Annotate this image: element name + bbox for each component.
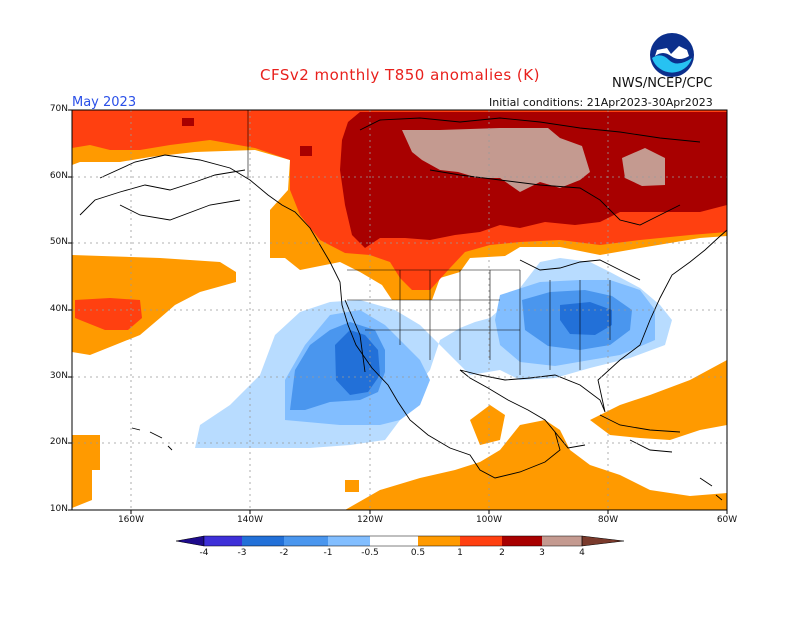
- lon-tick: 60W: [716, 515, 738, 525]
- colorbar-arrow-left: [175, 535, 205, 547]
- colorbar-label: 0.5: [410, 548, 426, 558]
- lat-tick: 40N: [49, 304, 68, 314]
- chart-title: CFSv2 monthly T850 anomalies (K): [260, 66, 540, 84]
- colorbar-label: 1: [457, 548, 463, 558]
- forecast-month: May 2023: [72, 95, 137, 110]
- colorbar-label: 2: [499, 548, 505, 558]
- coastline-north-america: [99, 154, 727, 479]
- lat-tick: 70N: [49, 104, 68, 114]
- lat-tick: 30N: [49, 371, 68, 381]
- lat-tick: 60N: [49, 171, 68, 181]
- agency-label: NWS/NCEP/CPC: [612, 76, 713, 91]
- lat-tick: 50N: [49, 237, 68, 247]
- colorbar-label: 3: [539, 548, 545, 558]
- lon-tick: 140W: [236, 515, 264, 525]
- noaa-logo: [649, 32, 695, 78]
- lat-tick: 10N: [49, 504, 68, 514]
- colorbar-label: -4: [199, 548, 209, 558]
- lat-tick: 20N: [49, 437, 68, 447]
- colorbar-label: -3: [237, 548, 247, 558]
- colorbar-arrow-right: [581, 535, 625, 547]
- lon-tick: 120W: [356, 515, 384, 525]
- colorbar-label: -0.5: [361, 548, 379, 558]
- lon-tick: 80W: [597, 515, 619, 525]
- extreme-anomaly: [402, 128, 590, 192]
- lon-tick: 160W: [117, 515, 145, 525]
- colorbar-label: 4: [579, 548, 585, 558]
- colorbar-label: -2: [279, 548, 289, 558]
- warm-anomaly-south: [345, 420, 727, 510]
- colorbar: [175, 535, 625, 547]
- colorbar-label: -1: [323, 548, 333, 558]
- lon-tick: 100W: [475, 515, 503, 525]
- initial-conditions: Initial conditions: 21Apr2023-30Apr2023: [489, 96, 713, 109]
